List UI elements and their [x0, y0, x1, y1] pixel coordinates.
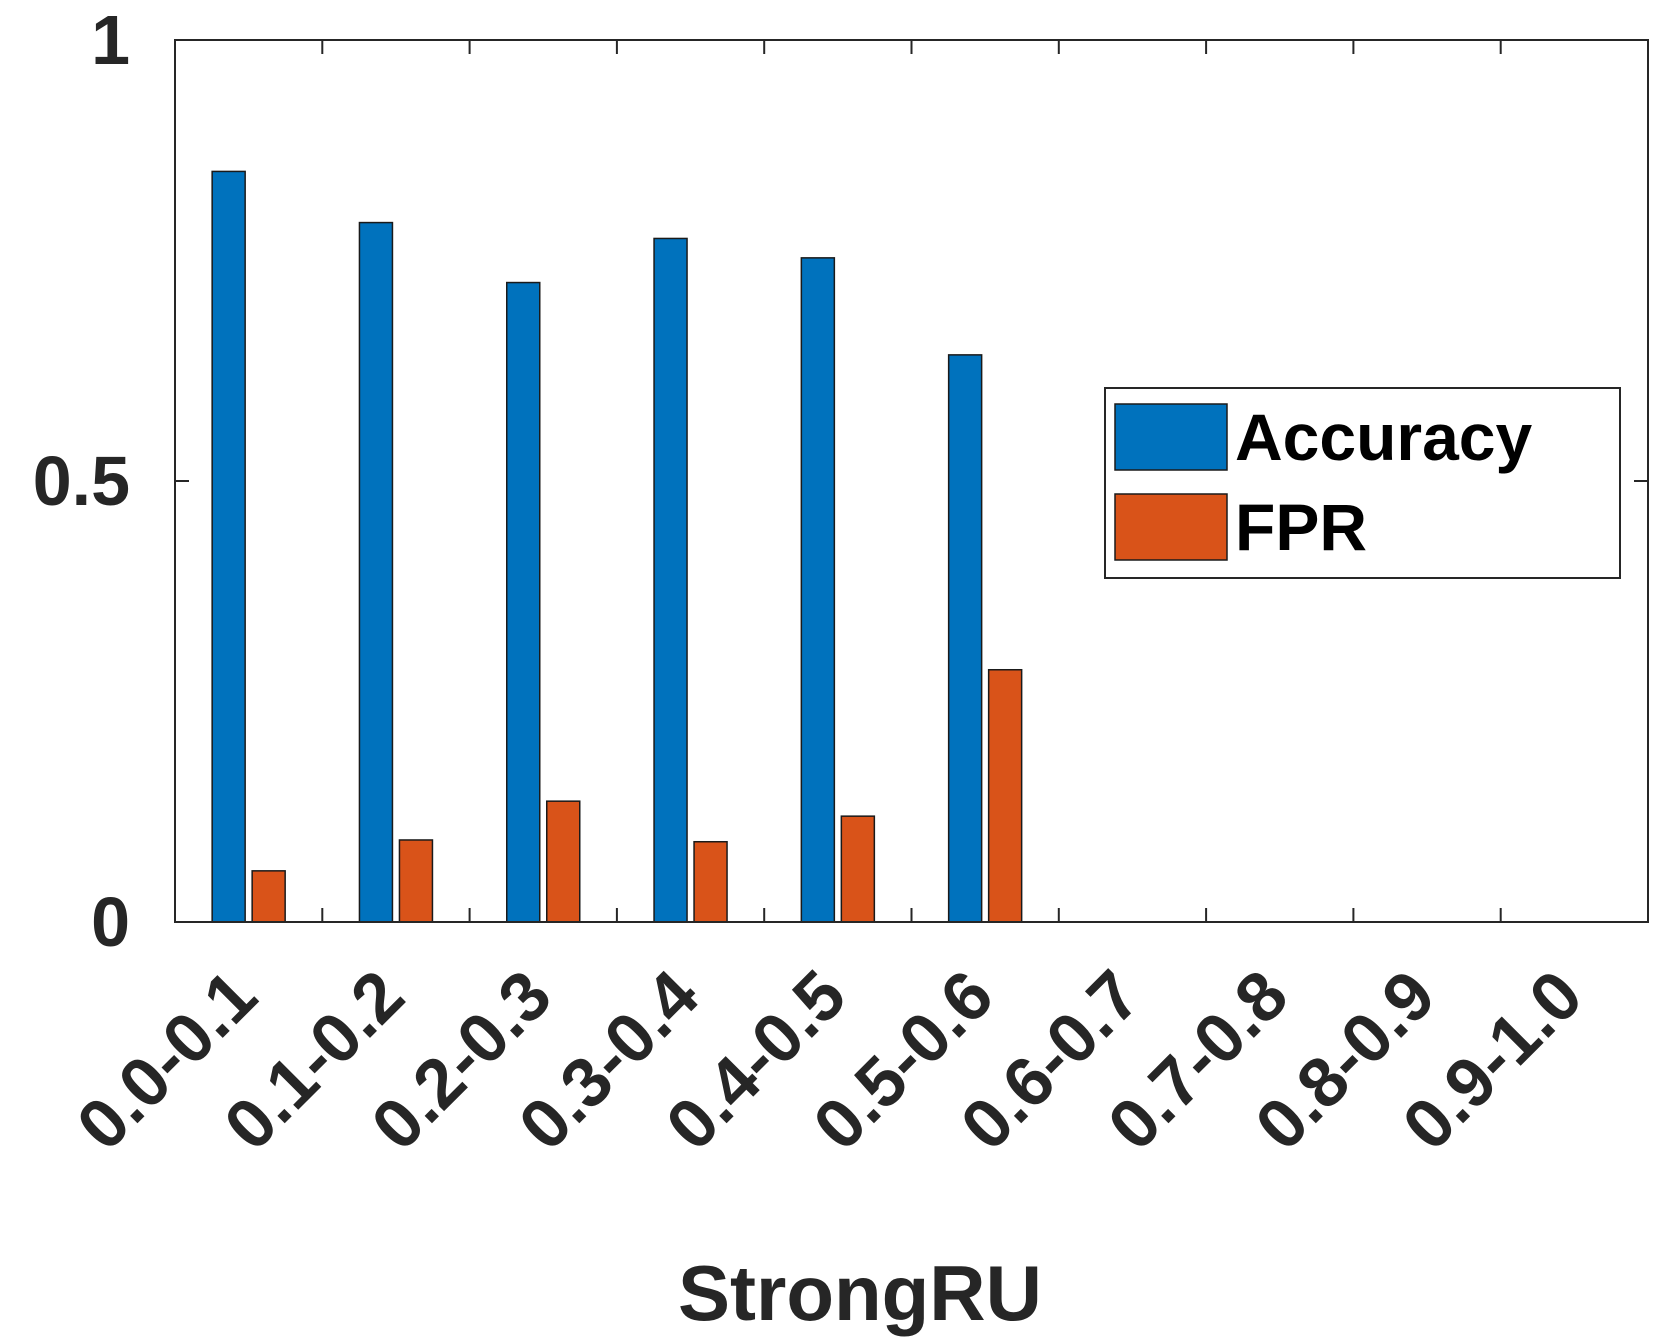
bar-accuracy-0.5-0.6	[947, 354, 983, 923]
legend-swatch-fpr	[1114, 493, 1228, 561]
bar-fpr-0.0-0.1	[251, 870, 286, 923]
legend-swatch-accuracy	[1114, 403, 1228, 471]
y-tick-label: 0.5	[33, 442, 130, 520]
bar-fpr-0.4-0.5	[840, 815, 876, 923]
axes-layer	[174, 39, 1649, 923]
y-tick-label: 1	[91, 1, 130, 79]
bar-accuracy-0.0-0.1	[211, 170, 246, 923]
legend-label-fpr: FPR	[1235, 490, 1367, 564]
legend-label-accuracy: Accuracy	[1235, 400, 1532, 474]
bars-layer	[211, 170, 1023, 923]
bar-fpr-0.3-0.4	[693, 840, 728, 923]
bar-accuracy-0.2-0.3	[506, 281, 541, 923]
y-tick-label: 0	[91, 883, 130, 961]
bar-accuracy-0.4-0.5	[800, 257, 836, 923]
bar-accuracy-0.3-0.4	[653, 237, 688, 923]
x-axis-title: StrongRU	[678, 1249, 1042, 1337]
bar-fpr-0.5-0.6	[987, 668, 1023, 923]
bar-fpr-0.2-0.3	[546, 800, 581, 923]
legend: Accuracy FPR	[1104, 387, 1621, 579]
bar-fpr-0.1-0.2	[398, 839, 434, 923]
bar-accuracy-0.1-0.2	[358, 221, 394, 923]
